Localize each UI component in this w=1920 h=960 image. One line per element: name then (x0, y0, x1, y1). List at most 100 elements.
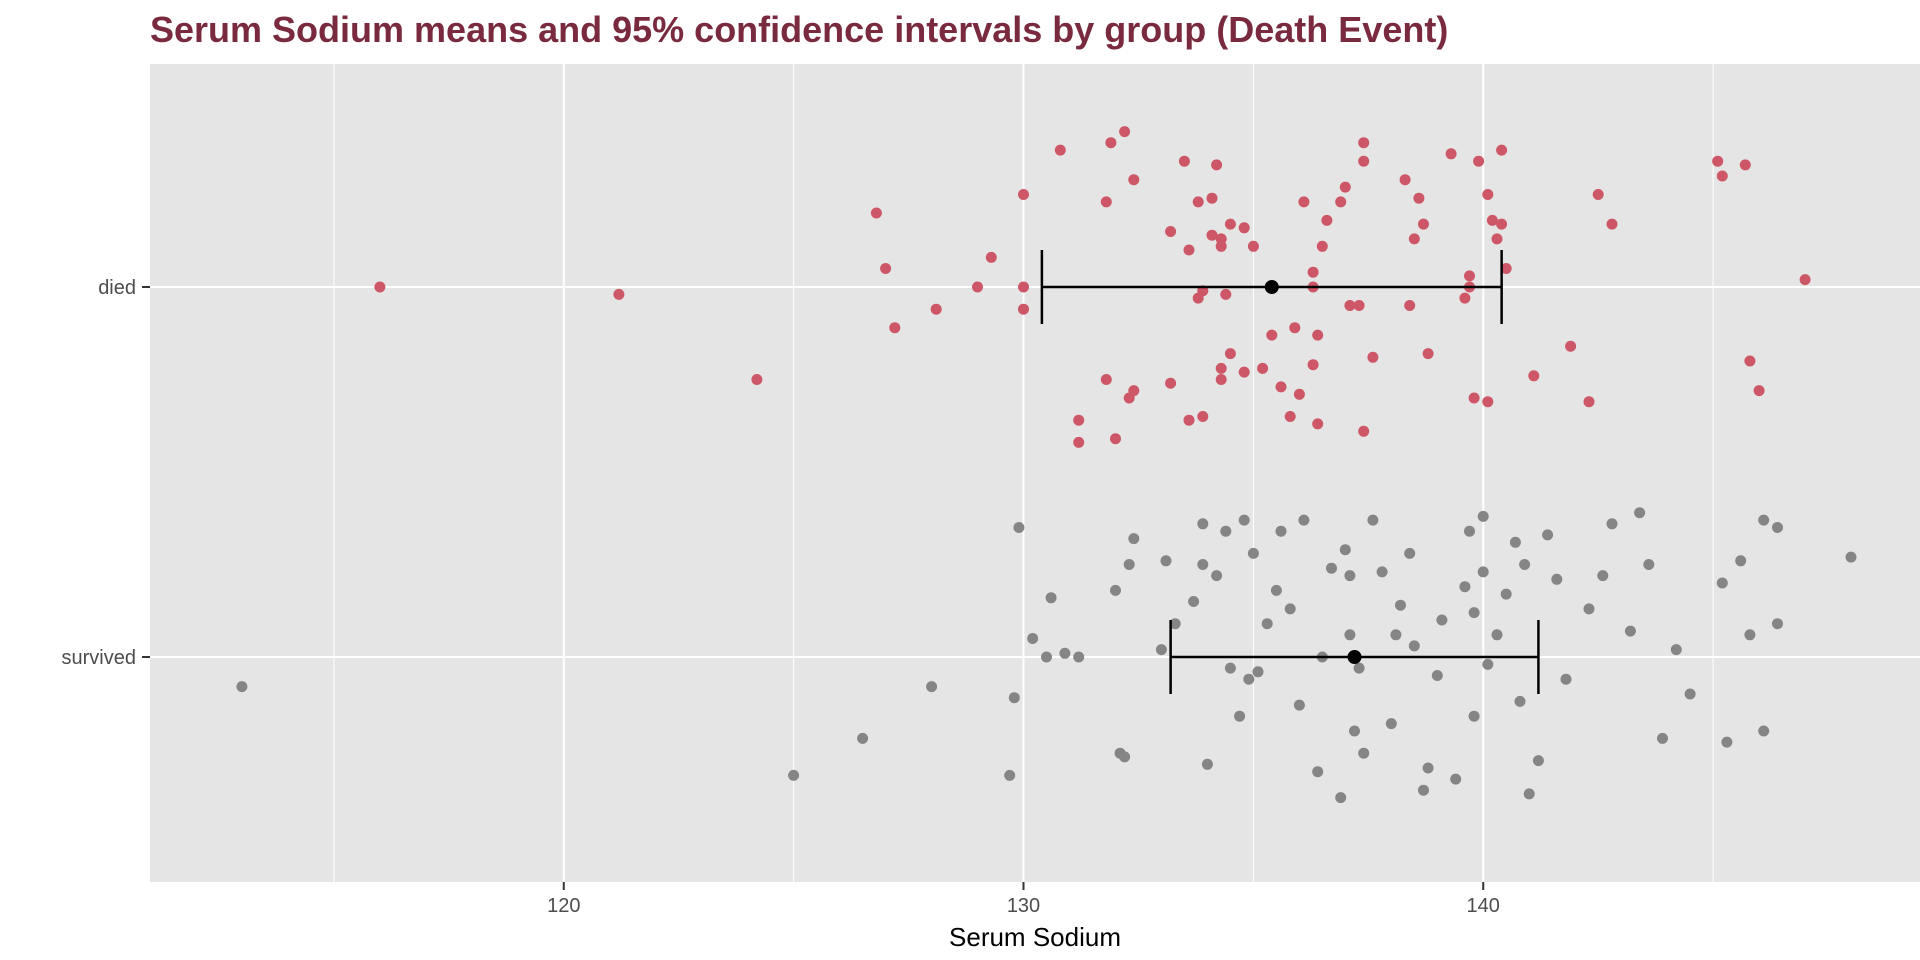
died-point (1367, 351, 1379, 363)
survived-point (1169, 618, 1181, 630)
survived-point (1670, 644, 1682, 656)
died-point (1165, 377, 1177, 389)
survived-point (1519, 559, 1531, 570)
survived-point (1160, 555, 1172, 567)
died-point (1358, 425, 1370, 437)
died-point (1183, 244, 1195, 256)
died-point (1473, 155, 1485, 167)
survived-point (1735, 555, 1747, 567)
died-point (1307, 359, 1319, 371)
died-point (1399, 174, 1411, 186)
survived-confidence-interval (1169, 620, 1540, 694)
died-point (613, 288, 625, 300)
survived-point (1772, 618, 1783, 630)
survived-point (1634, 507, 1646, 519)
y-tick-label: survived (62, 647, 136, 669)
died-point (1183, 414, 1195, 426)
survived-point (857, 732, 869, 744)
y-tick-label: died (98, 277, 136, 299)
survived-point (1349, 725, 1360, 737)
survived-point (1468, 607, 1480, 619)
died-point (1293, 388, 1305, 400)
survived-point (236, 681, 248, 693)
survived-point (1758, 514, 1770, 526)
died-point (1257, 362, 1269, 374)
x-axis: 120 130 140 (547, 882, 1500, 917)
died-point (1211, 159, 1223, 171)
survived-point (1013, 522, 1025, 533)
survived-point (1500, 588, 1512, 600)
survived-point (1684, 688, 1696, 700)
survived-point (1155, 644, 1167, 656)
survived-point (1464, 525, 1475, 537)
died-point (930, 303, 942, 315)
survived-point (1744, 629, 1756, 641)
died-point (1119, 126, 1131, 138)
data-points (236, 126, 1857, 804)
died-point (1178, 155, 1190, 167)
survived-point (1298, 514, 1310, 526)
died-point (1500, 263, 1512, 274)
died-point (1496, 144, 1508, 156)
died-point (1753, 385, 1765, 397)
survived-point (1624, 625, 1636, 637)
survived-point (1542, 529, 1554, 541)
survived-point (1008, 692, 1020, 704)
survived-point (1404, 547, 1416, 559)
died-point (1192, 196, 1204, 208)
died-point (1445, 148, 1457, 160)
died-point (1266, 329, 1278, 341)
survived-point (1845, 551, 1857, 563)
survived-point (1772, 522, 1783, 533)
mean-point (1347, 650, 1362, 664)
died-point (1224, 218, 1236, 230)
died-point (1316, 240, 1328, 252)
x-axis-title: Serum Sodium (949, 922, 1121, 952)
survived-point (1344, 570, 1356, 582)
died-point (1418, 218, 1429, 230)
survived-point (1390, 629, 1402, 641)
survived-point (1459, 581, 1471, 593)
died-point (1528, 370, 1540, 382)
died-point (1100, 196, 1112, 208)
survived-point (1261, 618, 1273, 630)
died-point (374, 281, 386, 293)
survived-point (1583, 603, 1595, 615)
survived-point (1312, 766, 1324, 778)
survived-point (1657, 732, 1668, 744)
confidence-intervals (1040, 250, 1540, 694)
survived-point (1514, 695, 1526, 707)
survived-point (1073, 651, 1085, 663)
died-point (1358, 137, 1370, 149)
survived-point (1509, 536, 1521, 548)
x-tick-label: 140 (1467, 895, 1500, 917)
major-gridlines (150, 64, 1920, 882)
died-point (1422, 348, 1434, 360)
survived-point (1477, 566, 1489, 578)
minor-gridlines (333, 64, 1714, 882)
survived-point (1119, 751, 1131, 763)
died-point (1128, 174, 1140, 186)
survived-point (1123, 559, 1135, 570)
survived-point (1431, 670, 1443, 681)
survived-point (1326, 562, 1337, 574)
mean-point (1264, 280, 1279, 294)
survived-point (1197, 559, 1209, 570)
x-tick-label: 130 (1007, 895, 1040, 917)
died-point (1298, 196, 1310, 208)
died-point (972, 281, 983, 293)
died-point (1206, 229, 1218, 241)
survived-point (1110, 584, 1121, 596)
survived-point (1293, 699, 1305, 711)
survived-point (1128, 533, 1140, 545)
survived-point (788, 769, 800, 781)
died-point (1312, 418, 1324, 430)
died-point (1100, 374, 1112, 385)
died-point (1215, 362, 1227, 374)
survived-point (1395, 599, 1406, 611)
died-point (1018, 281, 1029, 293)
died-point (1128, 385, 1140, 397)
survived-point (1422, 762, 1434, 774)
died-point (1110, 433, 1121, 445)
chart-title: Serum Sodium means and 95% confidence in… (150, 9, 1448, 50)
